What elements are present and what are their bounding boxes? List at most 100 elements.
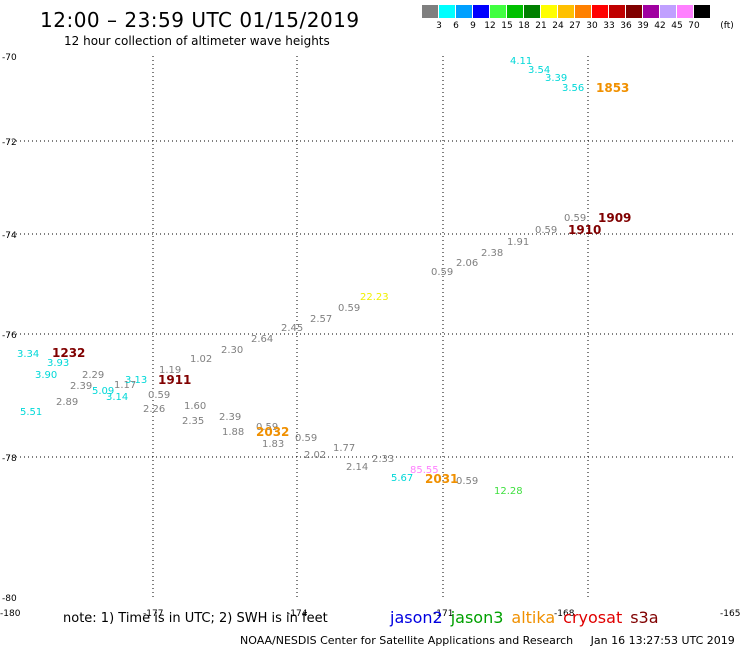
legend-swatch (422, 5, 439, 18)
latitude-label: -72 (2, 138, 17, 148)
longitude-labels: -180 -177 -174 -171 -168 -165 (0, 609, 740, 619)
wave-height-value: 2.39 (70, 381, 92, 392)
satellite-label-s3a: s3a (630, 608, 659, 627)
wave-height-value: 2.14 (346, 462, 368, 473)
legend-tick-label: 12 (484, 21, 496, 31)
legend-tick-label: 21 (535, 21, 547, 31)
wave-height-value: 1.83 (262, 439, 284, 450)
wave-height-value: 2.89 (56, 397, 78, 408)
pass-time-label: 1909 (598, 211, 631, 225)
observations-layer: 4.113.543.393.560.590.591.912.382.060.59… (17, 56, 586, 497)
legend-tick-label: 15 (501, 21, 513, 31)
wave-height-value: 0.59 (338, 303, 360, 314)
wave-height-value: 3.93 (47, 358, 69, 369)
wave-height-value: 1.02 (190, 354, 212, 365)
pass-time-label: 1853 (596, 81, 629, 95)
page-title: 12:00 – 23:59 UTC 01/15/2019 (40, 8, 360, 32)
latitude-label: -80 (2, 594, 17, 604)
latitude-labels: -70 -72 -74 -76 -78 -80 (2, 53, 17, 604)
wave-height-value: 2.57 (310, 314, 332, 325)
wave-height-value: 0.59 (148, 390, 170, 401)
legend-tick-label: 27 (569, 21, 581, 31)
legend-swatch (507, 5, 524, 18)
wave-height-value: 0.59 (564, 213, 586, 224)
wave-height-value: 1.91 (507, 237, 529, 248)
wave-height-value: 5.51 (20, 407, 42, 418)
wave-height-value: 2.35 (182, 416, 204, 427)
wave-height-value: 3.34 (17, 349, 39, 360)
pass-time-label: 1911 (158, 373, 191, 387)
wave-height-value: 2.29 (82, 370, 104, 381)
wave-height-value: 2.02 (304, 450, 326, 461)
legend-tick-label: 42 (654, 21, 666, 31)
legend-unit: (ft) (720, 21, 734, 31)
wave-height-color-legend (422, 5, 711, 18)
wave-height-value: 3.39 (545, 73, 567, 84)
wave-height-value: 3.14 (106, 392, 128, 403)
longitude-label: -168 (554, 609, 575, 619)
map-grid (8, 56, 733, 597)
page-subtitle: 12 hour collection of altimeter wave hei… (64, 34, 330, 48)
legend-tick-label: 6 (453, 21, 459, 31)
longitude-label: -177 (143, 609, 163, 619)
wave-height-value: 0.59 (295, 433, 317, 444)
wave-height-value: 22.23 (360, 292, 389, 303)
pass-time-label: 1910 (568, 223, 601, 237)
pass-time-label: 2032 (256, 425, 289, 439)
legend-tick-label: 9 (470, 21, 476, 31)
legend-labels: 3 6 9 12 15 18 21 24 27 30 33 36 39 42 45 70 (ft) (422, 21, 740, 35)
legend-tick-label: 24 (552, 21, 564, 31)
legend-tick-label: 3 (436, 21, 442, 31)
longitude-label: -165 (720, 609, 740, 619)
satellite-label-altika: altika (511, 608, 556, 627)
wave-height-value: 5.09 (92, 386, 114, 397)
wave-height-value: 0.59 (256, 422, 278, 433)
wave-height-value: 0.59 (431, 267, 453, 278)
longitude-label: -174 (287, 609, 308, 619)
wave-height-value: 2.26 (143, 404, 165, 415)
wave-height-value: 12.28 (494, 486, 523, 497)
wave-height-value: 2.38 (481, 248, 503, 259)
legend-swatch (558, 5, 575, 18)
wave-height-value: 1.60 (184, 401, 206, 412)
footer: NOAA/NESDIS Center for Satellite Applica… (240, 634, 740, 647)
wave-height-value: 1.77 (333, 443, 355, 454)
wave-height-value: 2.45 (281, 323, 303, 334)
wave-height-value: 1.17 (114, 380, 136, 391)
longitude-label: -171 (433, 609, 453, 619)
latitude-label: -70 (2, 53, 17, 63)
longitude-label: -180 (0, 609, 21, 619)
legend-swatch (694, 5, 711, 18)
wave-height-value: 3.90 (35, 370, 57, 381)
legend-swatch (643, 5, 660, 18)
credit-text: NOAA/NESDIS Center for Satellite Applica… (240, 634, 574, 647)
pass-time-label: 2031 (425, 472, 458, 486)
satellite-label-jason3: jason3 (450, 608, 504, 627)
wave-height-value: 5.67 (391, 473, 413, 484)
wave-height-value: 2.33 (372, 454, 394, 465)
wave-height-value: 1.88 (222, 427, 244, 438)
legend-swatch (575, 5, 592, 18)
legend-tick-label: 33 (603, 21, 615, 31)
legend-swatch (473, 5, 490, 18)
legend-swatch (524, 5, 541, 18)
legend-tick-label: 45 (671, 21, 683, 31)
satellite-legend: jason2 jason3 altika cryosat s3a (390, 608, 667, 627)
satellite-label-cryosat: cryosat (563, 608, 623, 627)
pass-time-label: 1232 (52, 346, 85, 360)
legend-tick-label: 70 (688, 21, 700, 31)
wave-height-value: 4.11 (510, 56, 532, 67)
wave-height-value: 1.19 (159, 365, 181, 376)
generated-timestamp: Jan 16 13:27:53 UTC 2019 (590, 634, 735, 647)
footnote: note: 1) Time is in UTC; 2) SWH is in fe… (63, 611, 328, 626)
latitude-label: -76 (2, 331, 17, 341)
wave-height-value: 0.59 (535, 225, 557, 236)
legend-swatch (592, 5, 609, 18)
legend-swatch (490, 5, 507, 18)
legend-tick-label: 36 (620, 21, 632, 31)
wave-height-value: 2.06 (456, 258, 478, 269)
legend-swatch (439, 5, 456, 18)
